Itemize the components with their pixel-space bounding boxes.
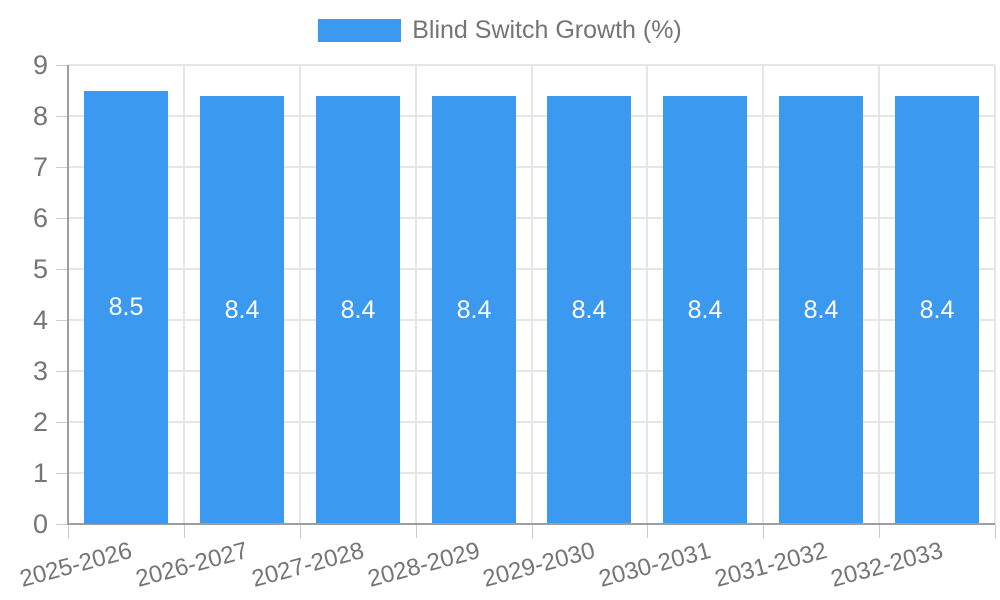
- y-tick-mark: [56, 524, 68, 525]
- bar: [547, 96, 631, 523]
- y-axis-label: 7: [32, 152, 48, 182]
- legend-label: Blind Switch Growth (%): [412, 16, 682, 44]
- x-gridline: [415, 65, 417, 524]
- x-tick-mark: [68, 524, 69, 538]
- x-axis-label: 2027-2028: [249, 537, 367, 593]
- y-axis-label: 1: [32, 458, 48, 488]
- x-gridline: [646, 65, 648, 524]
- y-tick-mark: [56, 371, 68, 372]
- bar-value-label: 8.4: [803, 296, 839, 324]
- x-gridline: [183, 65, 185, 524]
- x-tick-mark: [532, 524, 533, 538]
- x-axis-label: 2026-2027: [133, 537, 251, 593]
- y-axis-label: 2: [32, 407, 48, 437]
- x-gridline: [878, 65, 880, 524]
- bar: [432, 96, 516, 523]
- bar-value-label: 8.5: [108, 293, 144, 321]
- y-tick-mark: [56, 269, 68, 270]
- y-axis-label: 6: [32, 203, 48, 233]
- x-axis-line: [67, 523, 995, 525]
- bar-value-label: 8.4: [687, 296, 723, 324]
- bar: [84, 91, 168, 524]
- x-tick-mark: [300, 524, 301, 538]
- x-tick-mark: [763, 524, 764, 538]
- y-tick-mark: [56, 65, 68, 66]
- x-tick-mark: [995, 524, 996, 538]
- x-axis-label: 2031-2032: [712, 537, 830, 593]
- y-axis-label: 9: [32, 50, 48, 80]
- x-tick-mark: [184, 524, 185, 538]
- x-tick-mark: [879, 524, 880, 538]
- bar: [895, 96, 979, 523]
- bar-value-label: 8.4: [571, 296, 607, 324]
- y-tick-mark: [56, 116, 68, 117]
- y-tick-mark: [56, 422, 68, 423]
- x-axis-label: 2028-2029: [365, 537, 483, 593]
- bar-value-label: 8.4: [340, 296, 376, 324]
- x-axis-label: 2029-2030: [480, 537, 598, 593]
- bar: [200, 96, 284, 523]
- y-tick-mark: [56, 218, 68, 219]
- y-tick-mark: [56, 320, 68, 321]
- legend-swatch: [318, 19, 402, 42]
- y-tick-mark: [56, 167, 68, 168]
- y-axis-label: 0: [32, 509, 48, 539]
- y-tick-mark: [56, 473, 68, 474]
- bar: [316, 96, 400, 523]
- x-tick-mark: [647, 524, 648, 538]
- x-gridline: [299, 65, 301, 524]
- y-axis-label: 4: [32, 305, 48, 335]
- bar-value-label: 8.4: [919, 296, 955, 324]
- x-axis-label: 2032-2033: [828, 537, 946, 593]
- x-tick-mark: [416, 524, 417, 538]
- y-axis-label: 3: [32, 356, 48, 386]
- x-axis-label: 2025-2026: [17, 537, 135, 593]
- y-axis-line: [67, 65, 69, 524]
- legend: Blind Switch Growth (%): [0, 18, 1000, 43]
- bar: [663, 96, 747, 523]
- x-gridline: [994, 65, 996, 524]
- x-axis-label: 2030-2031: [596, 537, 714, 593]
- y-axis-label: 8: [32, 101, 48, 131]
- x-gridline: [531, 65, 533, 524]
- bar: [779, 96, 863, 523]
- bar-value-label: 8.4: [456, 296, 492, 324]
- bar-value-label: 8.4: [224, 296, 260, 324]
- x-gridline: [762, 65, 764, 524]
- y-axis-label: 5: [32, 254, 48, 284]
